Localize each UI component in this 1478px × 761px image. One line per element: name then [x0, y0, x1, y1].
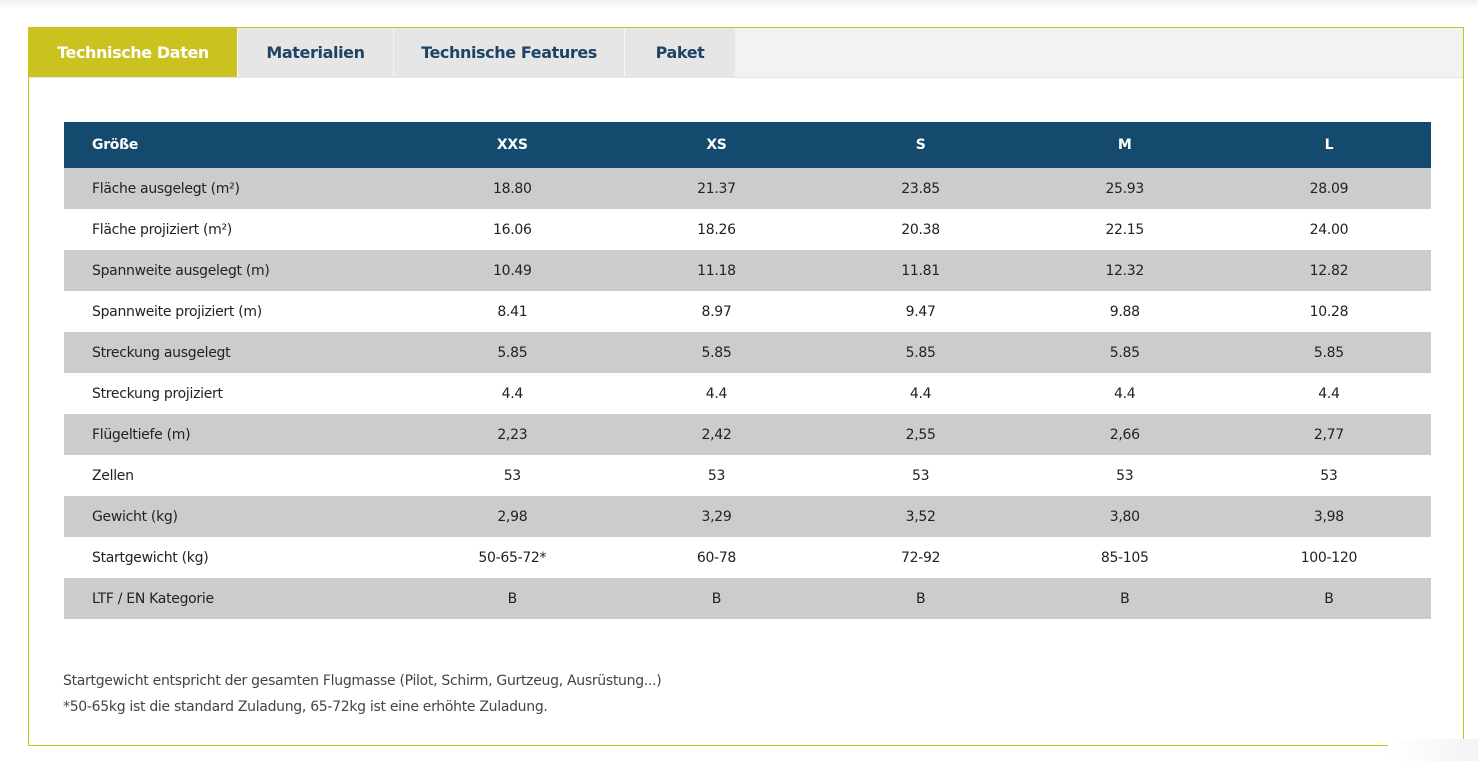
value-cell: 3,80: [1022, 496, 1227, 537]
row-label-cell: Spannweite projiziert (m): [64, 291, 411, 332]
value-cell: 25.93: [1022, 168, 1227, 209]
tab-technische-features[interactable]: Technische Features: [393, 28, 624, 77]
value-cell: 4.4: [1022, 373, 1227, 414]
value-cell: 12.32: [1022, 250, 1227, 291]
value-cell: B: [1226, 578, 1431, 619]
row-label-cell: Fläche projiziert (m²): [64, 209, 411, 250]
value-cell: 5.85: [1226, 332, 1431, 373]
table-row: Startgewicht (kg) 50-65-72* 60-78 72-92 85-1…: [64, 537, 1431, 578]
value-cell: 20.38: [818, 209, 1023, 250]
header-cell: M: [1022, 122, 1227, 168]
value-cell: 72-92: [818, 537, 1023, 578]
footnotes: Startgewicht entspricht der gesamten Flu…: [63, 668, 662, 720]
value-cell: 18.26: [614, 209, 819, 250]
row-label-cell: Zellen: [64, 455, 411, 496]
tab-technische-daten[interactable]: Technische Daten: [29, 28, 237, 77]
row-label-cell: Streckung ausgelegt: [64, 332, 411, 373]
value-cell: 100-120: [1226, 537, 1431, 578]
value-cell: 3,98: [1226, 496, 1431, 537]
value-cell: 11.81: [818, 250, 1023, 291]
value-cell: 28.09: [1226, 168, 1431, 209]
value-cell: B: [1022, 578, 1227, 619]
row-label-cell: LTF / EN Kategorie: [64, 578, 411, 619]
value-cell: 2,66: [1022, 414, 1227, 455]
page-top-shadow: [0, 0, 1478, 8]
value-cell: 5.85: [614, 332, 819, 373]
table-row: Gewicht (kg) 2,98 3,29 3,52 3,80 3,98: [64, 496, 1431, 537]
value-cell: 12.82: [1226, 250, 1431, 291]
value-cell: 5.85: [410, 332, 615, 373]
value-cell: 60-78: [614, 537, 819, 578]
value-cell: 2,55: [818, 414, 1023, 455]
footnote-startgewicht: Startgewicht entspricht der gesamten Flu…: [63, 673, 662, 689]
value-cell: 53: [410, 455, 615, 496]
table-row: Streckung projiziert 4.4 4.4 4.4 4.4 4.4: [64, 373, 1431, 414]
row-label-cell: Spannweite ausgelegt (m): [64, 250, 411, 291]
table-row: Fläche ausgelegt (m²) 18.80 21.37 23.85 25.9…: [64, 168, 1431, 209]
value-cell: B: [410, 578, 615, 619]
value-cell: 85-105: [1022, 537, 1227, 578]
value-cell: 10.28: [1226, 291, 1431, 332]
spec-table: Größe XXS XS S M L Fläche ausgelegt (m²)…: [64, 122, 1431, 619]
value-cell: 2,42: [614, 414, 819, 455]
value-cell: 9.47: [818, 291, 1023, 332]
value-cell: 2,98: [410, 496, 615, 537]
row-label-cell: Startgewicht (kg): [64, 537, 411, 578]
row-label-cell: Flügeltiefe (m): [64, 414, 411, 455]
header-cell: L: [1226, 122, 1431, 168]
value-cell: 4.4: [614, 373, 819, 414]
tab-materialien[interactable]: Materialien: [237, 28, 393, 77]
table-body: Fläche ausgelegt (m²) 18.80 21.37 23.85 25.9…: [64, 168, 1431, 619]
value-cell: 50-65-72*: [410, 537, 615, 578]
value-cell: B: [818, 578, 1023, 619]
value-cell: 8.41: [410, 291, 615, 332]
value-cell: 53: [1022, 455, 1227, 496]
value-cell: 5.85: [1022, 332, 1227, 373]
value-cell: B: [614, 578, 819, 619]
tab-bar: Technische Daten Materialien Technische …: [29, 28, 1463, 78]
value-cell: 9.88: [1022, 291, 1227, 332]
value-cell: 4.4: [410, 373, 615, 414]
value-cell: 21.37: [614, 168, 819, 209]
table-row: Spannweite ausgelegt (m) 10.49 11.18 11.81 1…: [64, 250, 1431, 291]
table-row: Fläche projiziert (m²) 16.06 18.26 20.38 22.…: [64, 209, 1431, 250]
value-cell: 11.18: [614, 250, 819, 291]
tab-paket[interactable]: Paket: [624, 28, 735, 77]
table-row: Flügeltiefe (m) 2,23 2,42 2,55 2,66 2,77: [64, 414, 1431, 455]
value-cell: 22.15: [1022, 209, 1227, 250]
header-cell: XS: [614, 122, 819, 168]
header-cell: S: [818, 122, 1023, 168]
value-cell: 2,23: [410, 414, 615, 455]
table-row: Streckung ausgelegt 5.85 5.85 5.85 5.85 5.85: [64, 332, 1431, 373]
corner-decoration: [1388, 739, 1478, 761]
value-cell: 24.00: [1226, 209, 1431, 250]
value-cell: 10.49: [410, 250, 615, 291]
value-cell: 53: [818, 455, 1023, 496]
value-cell: 3,52: [818, 496, 1023, 537]
value-cell: 8.97: [614, 291, 819, 332]
spec-panel: Technische Daten Materialien Technische …: [28, 27, 1464, 746]
value-cell: 18.80: [410, 168, 615, 209]
row-label-cell: Fläche ausgelegt (m²): [64, 168, 411, 209]
row-label-cell: Gewicht (kg): [64, 496, 411, 537]
table-row: Spannweite projiziert (m) 8.41 8.97 9.47 9.8…: [64, 291, 1431, 332]
header-cell: XXS: [410, 122, 615, 168]
value-cell: 16.06: [410, 209, 615, 250]
value-cell: 53: [614, 455, 819, 496]
value-cell: 53: [1226, 455, 1431, 496]
value-cell: 4.4: [1226, 373, 1431, 414]
value-cell: 4.4: [818, 373, 1023, 414]
row-label-cell: Streckung projiziert: [64, 373, 411, 414]
value-cell: 5.85: [818, 332, 1023, 373]
table-row: Zellen 53 53 53 53 53: [64, 455, 1431, 496]
footnote-zuladung: *50-65kg ist die standard Zuladung, 65-7…: [63, 699, 548, 715]
table-row: LTF / EN Kategorie B B B B B: [64, 578, 1431, 619]
header-cell-size: Größe: [64, 122, 411, 168]
value-cell: 3,29: [614, 496, 819, 537]
table-header-row: Größe XXS XS S M L: [64, 122, 1431, 168]
value-cell: 2,77: [1226, 414, 1431, 455]
value-cell: 23.85: [818, 168, 1023, 209]
